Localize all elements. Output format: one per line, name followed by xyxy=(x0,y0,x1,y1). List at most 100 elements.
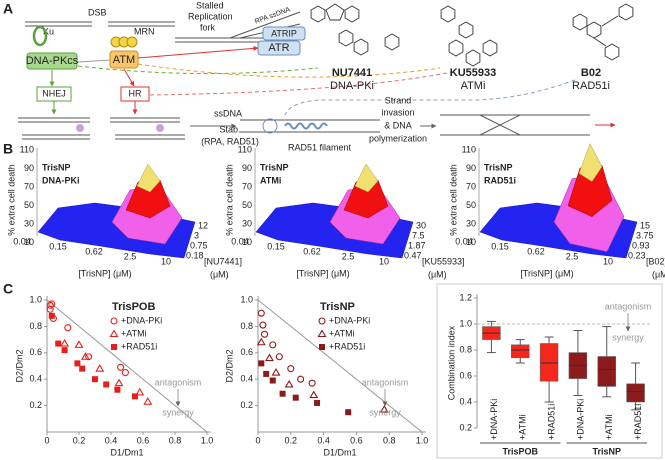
x-tick-label: 0.04 xyxy=(455,236,473,246)
y-tick-label: 0.8 xyxy=(459,344,472,354)
x-tick-label: +DNA-PKi xyxy=(489,399,499,440)
protein-icon xyxy=(76,124,84,132)
y-tick-label: 0.75 xyxy=(190,240,208,250)
point xyxy=(114,378,124,387)
point xyxy=(74,360,81,367)
y-tick-label: 1.2 xyxy=(459,292,472,302)
drug-name: NU7441 xyxy=(332,67,372,79)
atm-atr-arrow xyxy=(137,45,259,59)
y-tick-label: 3 xyxy=(194,230,199,240)
point xyxy=(92,376,98,383)
z-tick-label: 90 xyxy=(466,163,476,173)
atm-label: ATM xyxy=(113,54,135,66)
legend-marker xyxy=(319,344,325,350)
atrip-box xyxy=(262,26,306,41)
x-tick-label: 0.2 xyxy=(73,435,86,445)
y-tick-label: 1.0 xyxy=(459,318,472,328)
bond xyxy=(593,37,607,47)
y-axis-label: (μM) xyxy=(428,269,447,279)
filament-label: RAD51 filament xyxy=(288,142,352,152)
y-tick-label: 30 xyxy=(416,220,426,230)
point xyxy=(46,305,54,313)
x-tick-label: +ATMi xyxy=(604,414,614,440)
atr-label: ATR xyxy=(268,42,289,54)
point xyxy=(308,379,316,387)
drug-role: ATMi xyxy=(461,80,486,92)
stab-label: Stab. xyxy=(219,124,240,134)
y-tick-label: 0.8 xyxy=(240,321,253,331)
x-tick-label: 10 xyxy=(379,256,389,266)
chart: 0.2 0.4 0.6 0.8 1.0 1.2 Combination index +DNA-… xyxy=(446,292,651,456)
box xyxy=(539,343,559,382)
arrow xyxy=(123,68,135,87)
point xyxy=(117,363,125,371)
y-tick-label: 0.6 xyxy=(29,347,42,357)
y-tick-label: 1.0 xyxy=(29,294,42,304)
ku-label: Ku xyxy=(43,26,54,36)
ring xyxy=(344,5,360,23)
y-tick-label: 3.75 xyxy=(636,230,654,240)
legend-label: +RAD51i xyxy=(329,341,365,351)
box xyxy=(597,356,616,387)
y-tick-label: 0.6 xyxy=(240,347,253,357)
legend-label: +DNA-PKi xyxy=(329,315,370,325)
y-tick-label: 0.8 xyxy=(29,321,42,331)
x-tick-label: 0.15 xyxy=(491,241,509,251)
ring xyxy=(310,5,326,23)
annotation: antagonism xyxy=(362,377,409,387)
point xyxy=(256,337,266,346)
fork-label: Stalled xyxy=(196,0,224,10)
dsb-label: DSB xyxy=(88,7,107,17)
y-tick-label: 0.4 xyxy=(240,374,253,384)
invasion-label: invasion xyxy=(381,107,414,117)
x-tick-label: 0.8 xyxy=(169,435,182,445)
x-tick-label: 0 xyxy=(44,435,49,445)
z-tick-label: 10 xyxy=(242,237,252,247)
z-tick-label: 70 xyxy=(466,181,476,191)
z-tick-label: 30 xyxy=(466,218,476,228)
y-tick-label: 0.47 xyxy=(404,250,422,260)
annotation: synergy xyxy=(162,407,194,417)
surface-plot: % extra cell death 110 90 70 50 30 10 TrisNP DNA… xyxy=(6,144,242,279)
point xyxy=(64,324,72,332)
dnapkcs-label: DNA-PKcs xyxy=(26,55,79,67)
y-axis-label: (μM) xyxy=(652,269,665,279)
y-axis-label: Combination index xyxy=(446,325,456,400)
chart: 0 0.2 0.4 0.6 0.8 1.0 0.2 0.4 0.6 0.8 1.0 D1/Dm1 D2/… xyxy=(224,294,428,457)
z-axis-label: % extra cell death xyxy=(448,164,458,236)
ring xyxy=(384,33,400,51)
annotation: synergy xyxy=(612,332,644,342)
x-tick-label: 0.04 xyxy=(231,236,249,246)
x-tick-label: 0.8 xyxy=(383,435,396,445)
point xyxy=(261,330,269,338)
y-tick-label: 0.6 xyxy=(459,370,472,380)
dna-strands xyxy=(25,11,301,43)
plot-title: TrisNP xyxy=(260,162,289,172)
y-axis-label: D2/Dm2 xyxy=(224,349,234,382)
legend-marker xyxy=(317,329,327,338)
z-tick-label: 70 xyxy=(24,181,34,191)
dna-strands xyxy=(18,114,590,140)
x-tick-label: 10 xyxy=(161,256,171,266)
point xyxy=(314,399,321,406)
y-axis-label: (μM) xyxy=(210,269,229,279)
ring xyxy=(325,3,345,21)
ring xyxy=(465,49,481,67)
x-tick-label: 1.0 xyxy=(416,435,429,445)
point xyxy=(379,404,389,413)
point xyxy=(269,341,277,349)
protein-icon xyxy=(262,118,278,134)
x-tick-label: 0.04 xyxy=(13,236,31,246)
x-tick-label: 0 xyxy=(255,435,260,445)
point xyxy=(263,370,270,377)
point xyxy=(275,353,283,361)
point xyxy=(48,312,55,319)
drug-role: DNA-PKi xyxy=(330,80,374,92)
rpa-label: RPA ssDNA xyxy=(254,6,292,25)
atm-box xyxy=(109,50,139,69)
y-tick-label: 0.4 xyxy=(459,396,472,406)
x-tick-label: 0.6 xyxy=(137,435,150,445)
y-tick-label: 1.0 xyxy=(240,294,253,304)
z-tick-label: 110 xyxy=(462,144,476,154)
annotation: antagonism xyxy=(605,301,652,311)
